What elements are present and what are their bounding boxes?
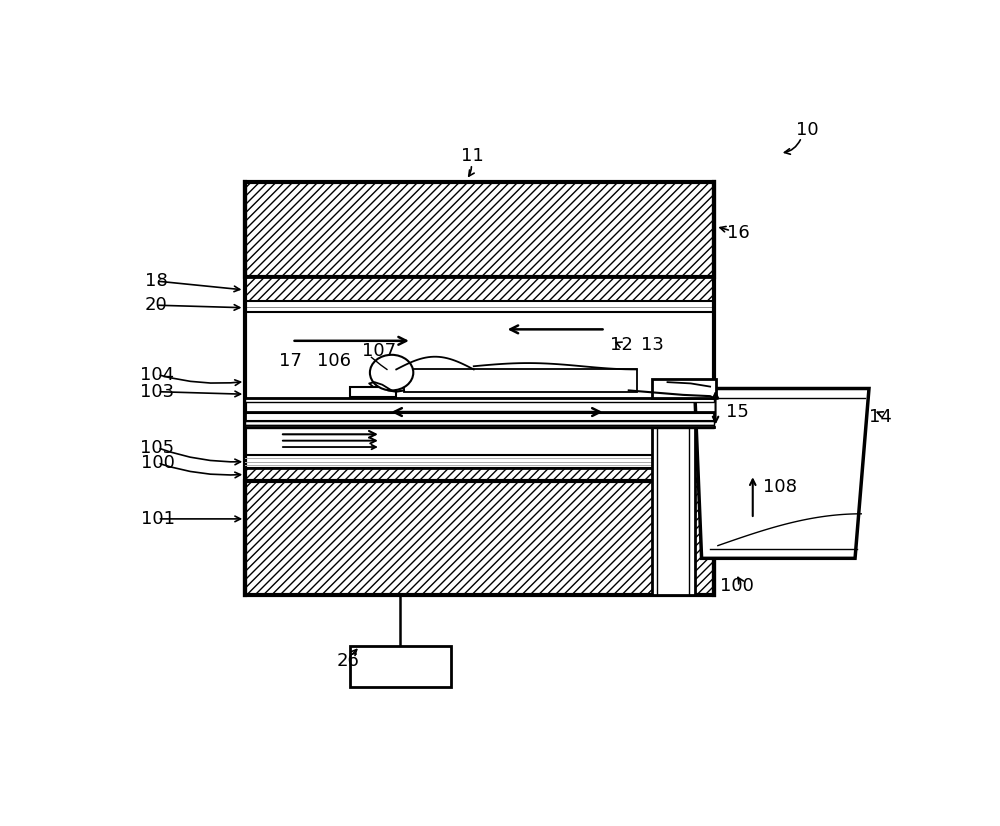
Text: 105: 105 xyxy=(140,439,175,457)
Text: 10: 10 xyxy=(796,121,818,139)
Text: 15: 15 xyxy=(726,403,749,421)
Text: 18: 18 xyxy=(145,272,167,290)
Text: 106: 106 xyxy=(317,352,351,370)
Bar xyxy=(245,468,714,481)
Bar xyxy=(245,278,714,301)
Bar xyxy=(245,301,714,312)
Bar xyxy=(652,379,716,398)
Text: 12: 12 xyxy=(610,336,632,354)
Bar xyxy=(245,481,714,596)
Bar xyxy=(245,421,714,425)
Text: 17: 17 xyxy=(279,352,302,370)
Text: 13: 13 xyxy=(641,336,663,354)
Polygon shape xyxy=(404,369,637,392)
Text: 101: 101 xyxy=(141,510,175,528)
Text: 20: 20 xyxy=(145,297,167,314)
Text: 14: 14 xyxy=(869,408,892,426)
Text: 107: 107 xyxy=(362,342,396,360)
Bar xyxy=(245,182,714,278)
Bar xyxy=(245,425,714,428)
Text: 100: 100 xyxy=(720,577,754,595)
Bar xyxy=(350,646,450,687)
Polygon shape xyxy=(695,388,869,558)
Bar xyxy=(350,387,396,396)
Bar xyxy=(652,427,695,596)
Text: 16: 16 xyxy=(727,224,750,242)
Text: 104: 104 xyxy=(140,366,175,383)
Text: 11: 11 xyxy=(461,147,484,165)
Text: 103: 103 xyxy=(140,382,175,401)
Text: 26: 26 xyxy=(337,653,360,671)
Text: 100: 100 xyxy=(141,454,174,472)
Circle shape xyxy=(370,355,413,391)
Bar xyxy=(245,398,714,402)
Text: 108: 108 xyxy=(763,478,797,496)
Bar xyxy=(245,412,714,421)
Bar xyxy=(245,455,714,468)
